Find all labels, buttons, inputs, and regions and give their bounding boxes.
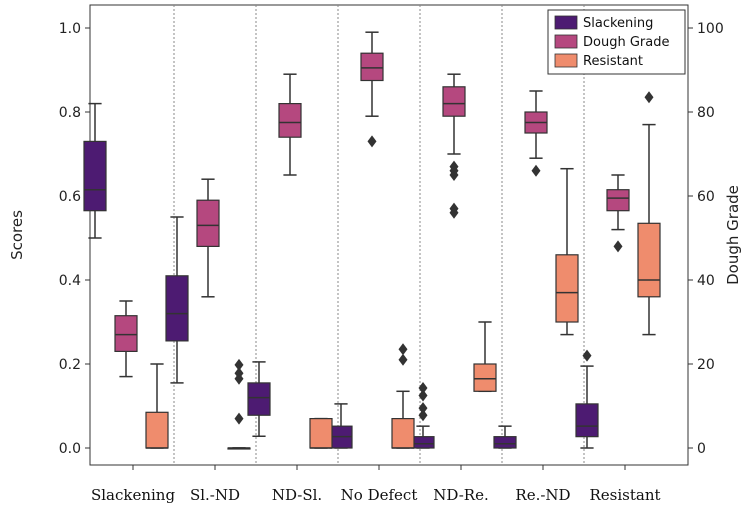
- x-tick-label-no-defect: No Defect: [341, 486, 418, 504]
- box-iqr: [83, 140, 107, 212]
- box-slackening-no-defect: [329, 403, 353, 449]
- legend-label-resistant: Resistant: [583, 54, 643, 69]
- outlier-marker: [613, 240, 623, 253]
- x-tick-label-nd-sl: ND-Sl.: [272, 486, 322, 504]
- y-left-tick-label: 0.8: [59, 105, 81, 121]
- y-right-tick-label: 100: [697, 21, 724, 37]
- box-iqr: [473, 363, 497, 392]
- box-iqr: [114, 315, 138, 353]
- box-iqr: [555, 254, 579, 323]
- box-slackening-slackening: [83, 102, 107, 239]
- box-dough-grade-slackening: [114, 300, 138, 378]
- box-iqr: [391, 418, 415, 449]
- box-slackening-sl-nd: [165, 216, 189, 384]
- x-tick-label-sl-nd: Sl.-ND: [190, 486, 240, 504]
- box-slackening-re-nd: [493, 425, 517, 449]
- y-left-tick-label: 0.2: [59, 357, 81, 373]
- box-dough-grade-re-nd: [524, 90, 548, 177]
- outlier-marker: [418, 381, 428, 394]
- y-left-tick-label: 0.6: [59, 189, 81, 205]
- outlier-marker: [531, 164, 541, 177]
- box-resistant-slackening: [145, 363, 169, 449]
- box-dough-grade-no-defect: [360, 31, 384, 148]
- outlier-marker: [418, 409, 428, 422]
- outlier-marker: [582, 349, 592, 362]
- legend-swatch-dough-grade: [554, 34, 578, 49]
- y-left-tick-label: 0.0: [59, 441, 81, 457]
- x-tick-label-re-nd: Re.-ND: [515, 486, 570, 504]
- plot-area: 0.0 0.2 0.4 0.6 0.8 1.0 0 20 40 60 80 100 Slackening…: [59, 4, 724, 504]
- y-axis-left-label: Scores: [8, 210, 26, 260]
- outlier-marker: [398, 343, 408, 356]
- y-left-tick-label: 1.0: [59, 21, 81, 37]
- outlier-marker: [398, 353, 408, 366]
- box-slackening-nd-sl: [247, 361, 271, 437]
- box-slackening-resistant: [575, 349, 599, 449]
- box-iqr: [360, 52, 384, 82]
- legend-swatch-resistant: [554, 53, 578, 68]
- outlier-marker: [234, 367, 244, 380]
- box-resistant-no-defect: [391, 343, 415, 449]
- y-right-tick-label: 40: [697, 273, 715, 289]
- outlier-marker: [234, 358, 244, 371]
- x-tick-label-nd-re: ND-Re.: [433, 486, 488, 504]
- y-right-tick-label: 60: [697, 189, 715, 205]
- outlier-marker: [449, 206, 459, 219]
- box-iqr: [309, 418, 333, 449]
- outlier-marker: [418, 389, 428, 402]
- y-left-tick-label: 0.4: [59, 273, 81, 289]
- box-iqr: [637, 222, 661, 298]
- box-dough-grade-resistant: [606, 174, 630, 253]
- box-iqr: [411, 436, 435, 449]
- plot-frame: [89, 4, 689, 466]
- legend-label-dough-grade: Dough Grade: [583, 35, 669, 50]
- box-resistant-resistant: [637, 91, 661, 336]
- box-iqr: [442, 86, 466, 117]
- box-iqr: [493, 436, 517, 449]
- y-right-tick-label: 20: [697, 357, 715, 373]
- box-iqr: [575, 403, 599, 438]
- legend-label-slackening: Slackening: [583, 16, 653, 31]
- box-dough-grade-nd-sl: [278, 73, 302, 176]
- outlier-marker: [367, 135, 377, 148]
- box-iqr: [165, 275, 189, 342]
- box-dough-grade-sl-nd: [196, 178, 220, 298]
- box-iqr: [278, 102, 302, 138]
- legend: Slackening Dough Grade Resistant: [547, 9, 686, 75]
- outlier-marker: [234, 412, 244, 425]
- box-iqr: [606, 189, 630, 212]
- box-resistant-sl-nd: [227, 358, 251, 450]
- box-iqr: [247, 382, 271, 416]
- box-resistant-nd-sl: [309, 417, 333, 449]
- box-iqr: [196, 199, 220, 247]
- box-resistant-nd-re: [473, 321, 497, 393]
- x-tick-label-resistant: Resistant: [589, 486, 660, 504]
- box-iqr: [145, 411, 169, 449]
- y-right-tick-label: 0: [697, 441, 706, 457]
- legend-swatch-slackening: [554, 15, 578, 30]
- x-tick-label-slackening: Slackening: [91, 486, 176, 504]
- y-axis-right-label: Dough Grade: [724, 185, 742, 285]
- box-resistant-re-nd: [555, 167, 579, 336]
- outlier-marker: [418, 402, 428, 415]
- outlier-marker: [644, 91, 654, 104]
- outlier-marker: [449, 160, 459, 173]
- box-slackening-nd-re: [411, 381, 435, 449]
- box-dough-grade-nd-re: [442, 73, 466, 219]
- y-right-tick-label: 80: [697, 105, 715, 121]
